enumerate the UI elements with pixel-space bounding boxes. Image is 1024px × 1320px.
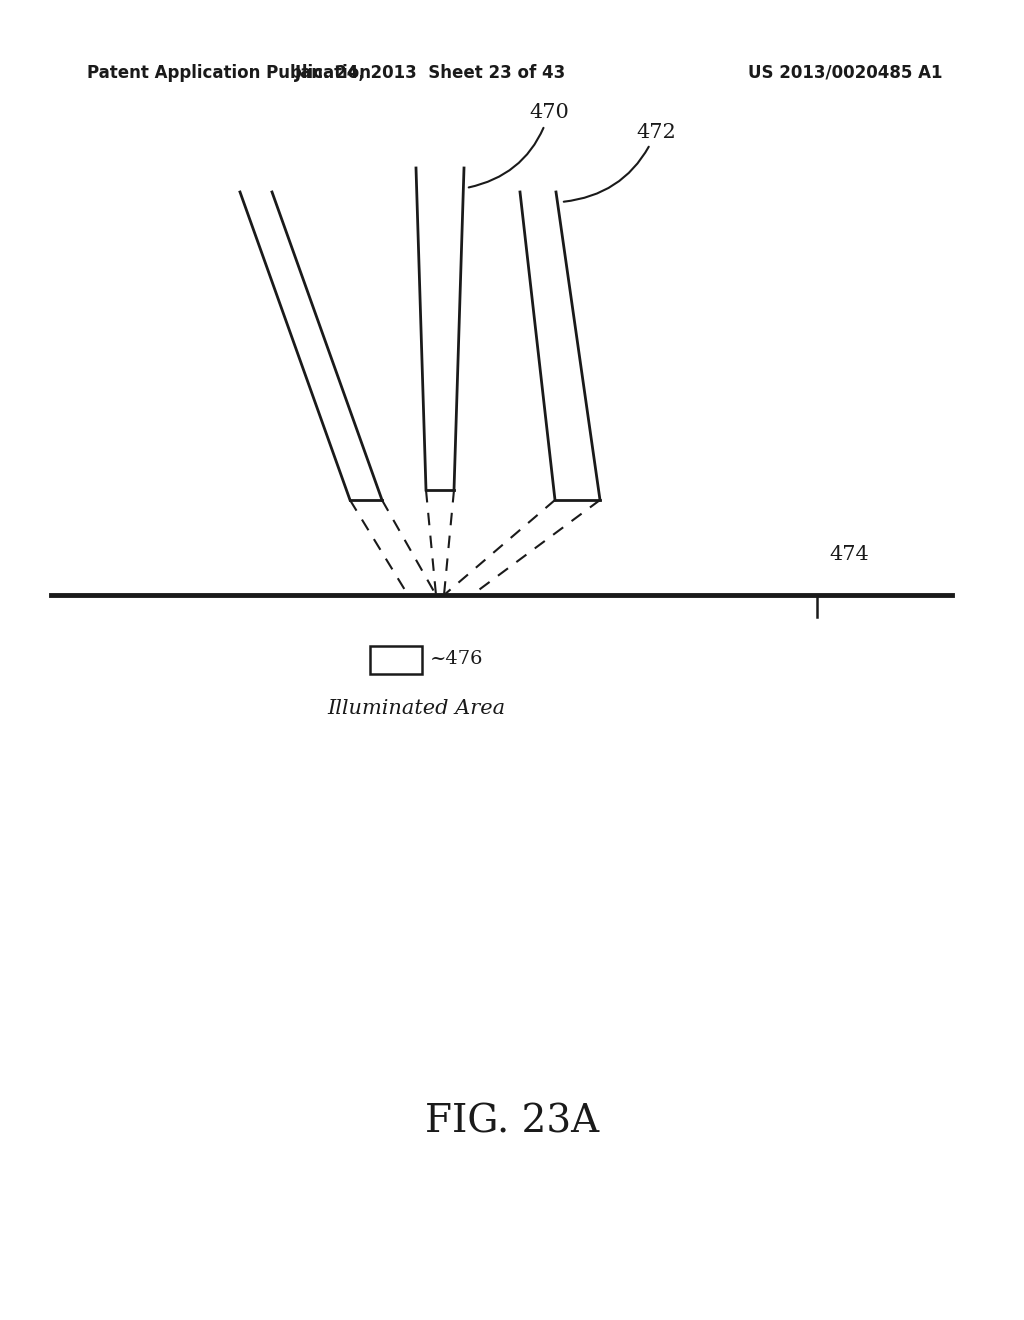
- Text: 472: 472: [564, 123, 676, 202]
- Text: FIG. 23A: FIG. 23A: [425, 1104, 599, 1140]
- Text: Illuminated Area: Illuminated Area: [327, 698, 505, 718]
- Text: 474: 474: [829, 545, 868, 565]
- Text: US 2013/0020485 A1: US 2013/0020485 A1: [748, 63, 942, 82]
- Text: ~476: ~476: [430, 649, 483, 668]
- Text: 470: 470: [469, 103, 569, 187]
- Text: Patent Application Publication: Patent Application Publication: [87, 63, 371, 82]
- Text: Jan. 24, 2013  Sheet 23 of 43: Jan. 24, 2013 Sheet 23 of 43: [295, 63, 565, 82]
- Bar: [370, 645, 422, 675]
